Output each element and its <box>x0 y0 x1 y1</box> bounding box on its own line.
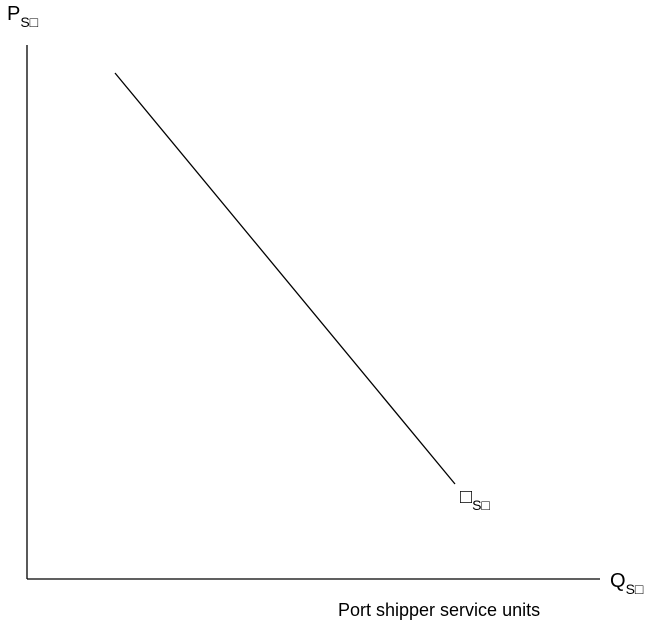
curve-subscript: S□ <box>472 497 490 513</box>
y-axis-symbol: P <box>7 3 20 25</box>
demand-curve <box>114 72 456 485</box>
x-axis-caption: Port shipper service units <box>338 600 540 620</box>
y-axis-subscript: S□ <box>20 14 38 30</box>
curve-symbol: □ <box>460 486 472 508</box>
x-axis-label: QS□ <box>610 570 644 597</box>
x-axis-subscript: S□ <box>626 581 644 597</box>
y-axis-label: PS□ <box>7 3 39 30</box>
curve-label: □S□ <box>460 486 490 513</box>
x-axis-symbol: Q <box>610 570 626 592</box>
